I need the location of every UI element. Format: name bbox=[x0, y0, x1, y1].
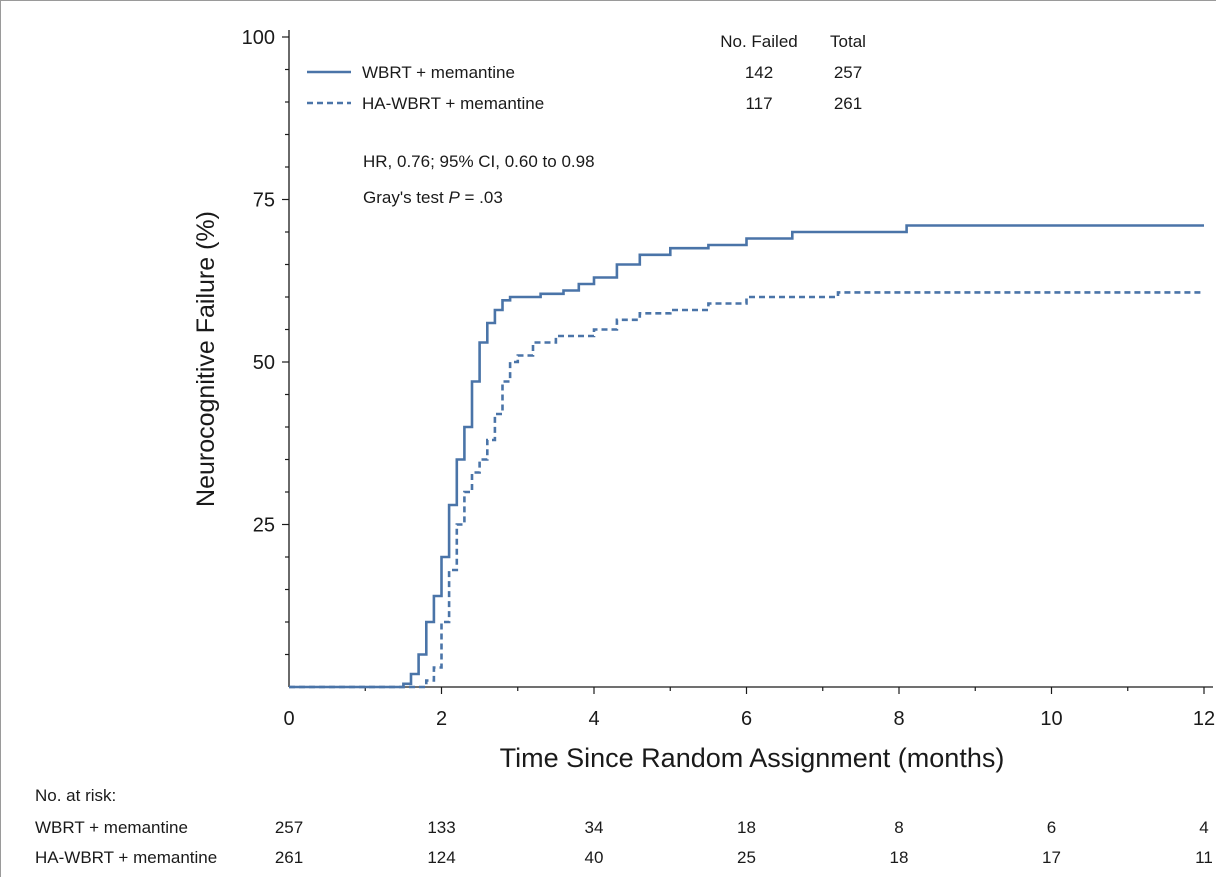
at-risk-value: 11 bbox=[1195, 848, 1213, 867]
at-risk-value: 261 bbox=[274, 848, 304, 867]
at-risk-value: 124 bbox=[427, 848, 456, 867]
series-line-1 bbox=[289, 224, 1204, 689]
x-tick-label: 2 bbox=[436, 708, 447, 730]
y-axis-label: Neurocognitive Failure (%) bbox=[192, 211, 220, 507]
legend-series-1-total: 257 bbox=[834, 63, 862, 82]
at-risk-value: 8 bbox=[894, 818, 904, 837]
x-tick-label: 4 bbox=[588, 708, 599, 730]
at-risk-row-1-label: WBRT + memantine bbox=[35, 818, 188, 837]
x-tick-label: 12 bbox=[1193, 708, 1215, 730]
gray-test-annotation: Gray's test P = .03 bbox=[363, 188, 503, 207]
at-risk-value: 133 bbox=[427, 818, 456, 837]
legend-series-1-failed: 142 bbox=[745, 63, 773, 82]
km-chart: 25 50 75 100 0 2 4 6 8 10 12 Neurocognitive Failur… bbox=[192, 27, 1215, 773]
at-risk-value: 4 bbox=[1199, 818, 1209, 837]
at-risk-value: 18 bbox=[737, 818, 756, 837]
y-tick-label: 75 bbox=[253, 190, 275, 212]
series-line-2 bbox=[289, 291, 1204, 689]
at-risk-value: 25 bbox=[737, 848, 756, 867]
legend: No. Failed Total WBRT + memantine 142 25… bbox=[307, 32, 866, 113]
gray-test-p: P bbox=[448, 188, 460, 207]
at-risk-value: 34 bbox=[584, 818, 604, 837]
y-tick-label: 25 bbox=[253, 515, 275, 537]
legend-series-2-failed: 117 bbox=[745, 94, 772, 113]
at-risk-value: 257 bbox=[274, 818, 304, 837]
x-tick-label: 10 bbox=[1040, 708, 1062, 730]
legend-header-failed: No. Failed bbox=[720, 32, 797, 51]
x-tick-label: 8 bbox=[893, 708, 904, 730]
legend-series-1-name: WBRT + memantine bbox=[362, 63, 515, 82]
y-tick-label: 100 bbox=[242, 27, 275, 49]
gray-test-value: = .03 bbox=[460, 188, 503, 207]
gray-test-prefix: Gray's test bbox=[363, 188, 448, 207]
hr-annotation: HR, 0.76; 95% CI, 0.60 to 0.98 bbox=[363, 152, 595, 171]
legend-series-2-total: 261 bbox=[834, 94, 862, 113]
at-risk-row-2-label: HA-WBRT + memantine bbox=[35, 848, 218, 867]
at-risk-value: 40 bbox=[584, 848, 604, 867]
x-axis-label: Time Since Random Assignment (months) bbox=[500, 743, 1005, 773]
legend-header-total: Total bbox=[830, 32, 866, 51]
annotations: HR, 0.76; 95% CI, 0.60 to 0.98 Gray's te… bbox=[363, 152, 595, 207]
y-tick-label: 50 bbox=[253, 352, 275, 374]
legend-series-2-name: HA-WBRT + memantine bbox=[362, 94, 544, 113]
x-tick-label: 6 bbox=[741, 708, 752, 730]
at-risk-title: No. at risk: bbox=[35, 786, 117, 805]
at-risk-value: 17 bbox=[1042, 848, 1061, 867]
at-risk-value: 6 bbox=[1046, 818, 1057, 837]
x-tick-label: 0 bbox=[283, 708, 294, 730]
at-risk-value: 18 bbox=[889, 848, 909, 867]
